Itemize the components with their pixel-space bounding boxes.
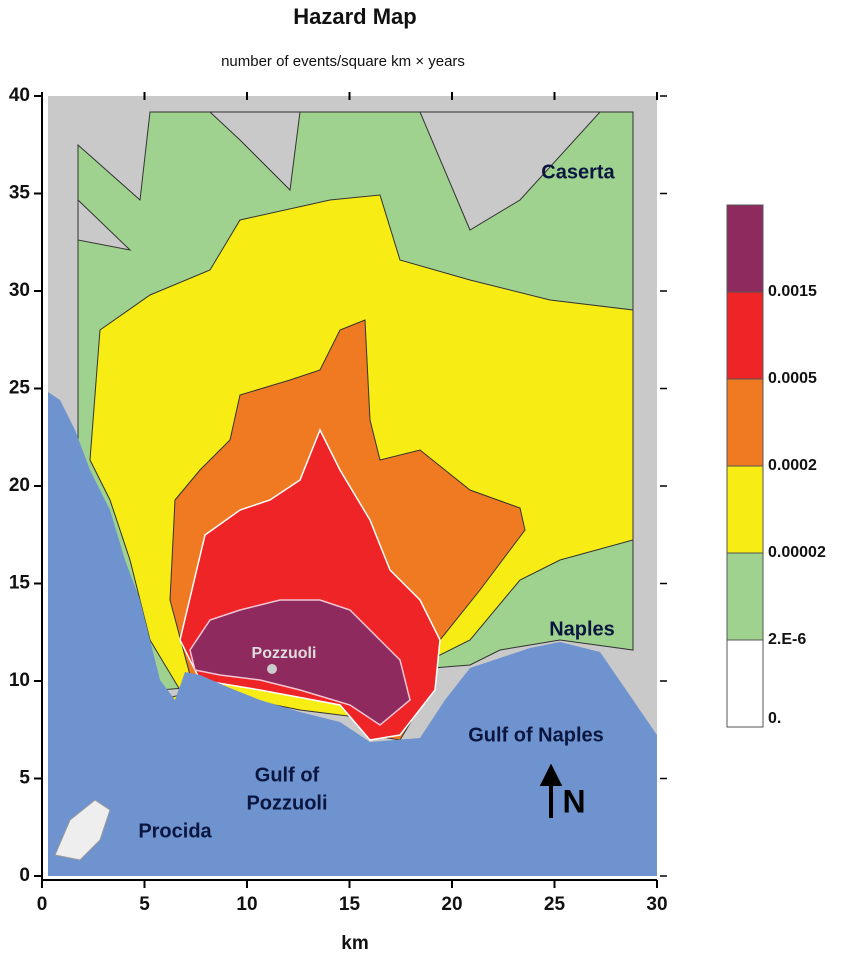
zone-purple	[189, 599, 411, 726]
colorbar-band	[726, 465, 764, 554]
colorbar-label: 0.	[768, 710, 781, 727]
colorbar-band	[726, 204, 764, 293]
colorbar-label: 2.E-6	[768, 631, 806, 648]
title: Hazard Map	[293, 4, 416, 29]
place-label: Caserta	[541, 161, 615, 183]
y-tick-label: 25	[9, 378, 31, 399]
place-label: Pozzuoli	[246, 792, 327, 814]
place-label: Gulf of Naples	[468, 724, 604, 746]
colorbar-band	[726, 639, 764, 728]
place-label: Procida	[138, 820, 212, 842]
y-tick-label: 20	[9, 475, 30, 496]
subtitle: number of events/square km × years	[221, 53, 465, 70]
colorbar-label: 0.0002	[768, 457, 817, 474]
gray-lobe	[419, 111, 602, 231]
y-tick-label: 5	[19, 768, 30, 789]
x-tick-label: 20	[441, 894, 462, 915]
place-label: Gulf of	[255, 764, 320, 786]
north-arrow	[539, 763, 563, 818]
colorbar-band	[726, 552, 764, 641]
x-axis-label: km	[341, 933, 368, 954]
y-tick-label: 10	[9, 670, 30, 691]
x-tick-label: 30	[646, 894, 667, 915]
north-label: N	[562, 783, 585, 819]
gray-lobe	[77, 198, 132, 251]
x-tick-label: 5	[139, 894, 150, 915]
colorbar-band	[726, 378, 764, 467]
colorbar-band	[726, 291, 764, 380]
map	[48, 96, 657, 876]
procida-island	[54, 799, 111, 861]
colorbar-label: 0.0015	[768, 283, 817, 300]
gray-lobe	[150, 111, 301, 192]
colorbar-label: 0.00002	[768, 544, 826, 561]
x-tick-label: 10	[236, 894, 257, 915]
x-tick-label: 0	[37, 894, 48, 915]
y-tick-label: 15	[9, 573, 31, 594]
x-tick-label: 15	[339, 894, 361, 915]
colorbar-label: 0.0005	[768, 370, 817, 387]
y-tick-label: 40	[9, 85, 30, 106]
y-tick-label: 0	[19, 865, 30, 886]
sea	[48, 392, 657, 876]
pozzuoli-dot	[267, 664, 277, 674]
place-label: Naples	[549, 618, 615, 640]
place-label: Pozzuoli	[252, 645, 317, 662]
x-tick-label: 25	[544, 894, 566, 915]
y-tick-label: 35	[9, 183, 31, 204]
y-tick-label: 30	[9, 280, 30, 301]
